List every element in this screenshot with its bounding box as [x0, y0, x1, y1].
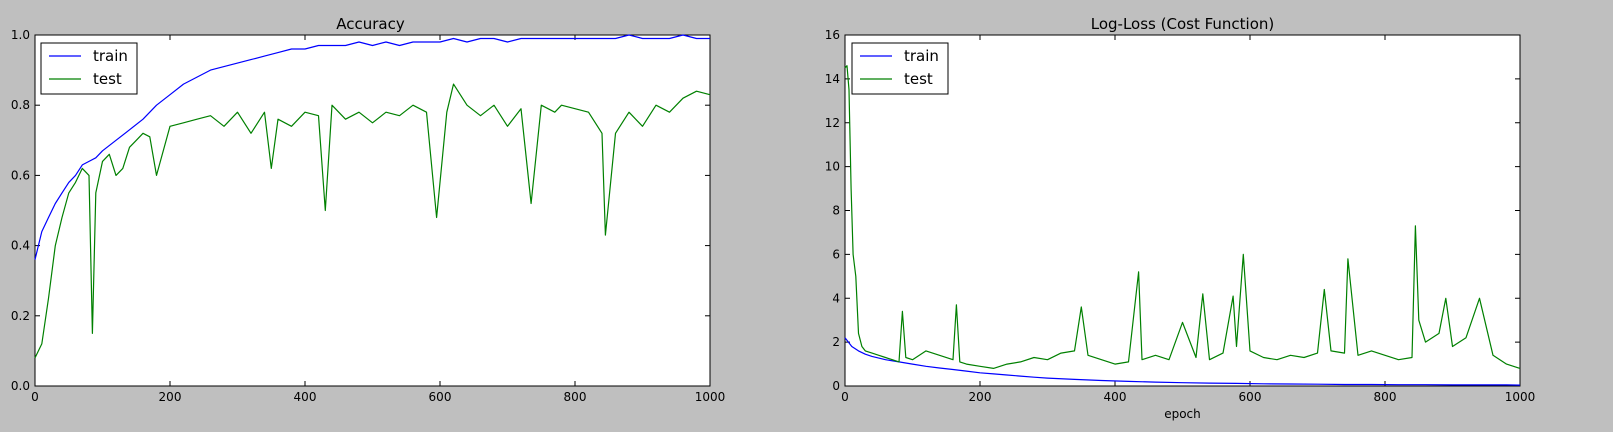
accuracy-x-tick-label: 1000 [695, 390, 726, 404]
logloss-y-tick-label: 12 [825, 116, 840, 130]
logloss-y-tick-label: 8 [832, 204, 840, 218]
accuracy-x-tick-label: 0 [31, 390, 39, 404]
accuracy-legend-train-label: train [93, 47, 128, 65]
accuracy-x-tick-label: 600 [429, 390, 452, 404]
accuracy-series-test-line [34, 83, 711, 359]
accuracy-series-train-line [34, 34, 710, 260]
accuracy-y-tick-label: 0.8 [11, 98, 30, 112]
logloss-title: Log-Loss (Cost Function) [1091, 15, 1275, 33]
logloss-y-tick-label: 0 [832, 379, 840, 393]
accuracy-title: Accuracy [336, 15, 405, 33]
logloss-x-axis-label: epoch [1164, 407, 1201, 421]
logloss-y-tick-label: 10 [825, 160, 840, 174]
accuracy-ticks: 0 200 400 600 800 1000 0.0 0.2 0.4 0.6 0.8 1.0 [11, 28, 725, 404]
logloss-y-tick-label: 2 [832, 335, 840, 349]
logloss-y-tick-label: 14 [825, 72, 840, 86]
logloss-series-test-line [844, 65, 1521, 369]
accuracy-y-tick-label: 0.6 [11, 168, 30, 182]
logloss-legend: train test [851, 42, 949, 95]
logloss-x-tick-label: 200 [969, 390, 992, 404]
accuracy-y-tick-label: 1.0 [11, 28, 30, 42]
logloss-legend-test-label: test [904, 70, 933, 88]
logloss-y-tick-label: 6 [832, 247, 840, 261]
logloss-x-tick-label: 800 [1374, 390, 1397, 404]
accuracy-x-tick-label: 200 [159, 390, 182, 404]
logloss-x-tick-label: 600 [1239, 390, 1262, 404]
logloss-legend-box [851, 42, 949, 95]
logloss-x-tick-label: 1000 [1505, 390, 1536, 404]
logloss-ticks: 0 200 400 600 800 1000 0 2 4 6 8 10 12 14 16 [825, 28, 1536, 404]
logloss-x-tick-label: 0 [841, 390, 849, 404]
accuracy-lines [34, 34, 711, 359]
logloss-lines [844, 65, 1521, 386]
accuracy-x-tick-label: 800 [564, 390, 587, 404]
accuracy-y-tick-label: 0.2 [11, 309, 30, 323]
logloss-legend-train-label: train [904, 47, 939, 65]
accuracy-legend: train test [40, 42, 138, 95]
logloss-y-tick-label: 16 [825, 28, 840, 42]
logloss-x-tick-label: 400 [1104, 390, 1127, 404]
accuracy-plot-area [34, 34, 711, 387]
logloss-chart: Log-Loss (Cost Function) 0 200 400 600 800 10… [825, 15, 1536, 421]
accuracy-x-tick-label: 400 [294, 390, 317, 404]
accuracy-legend-test-label: test [93, 70, 122, 88]
logloss-y-tick-label: 4 [832, 291, 840, 305]
accuracy-legend-box [40, 42, 138, 95]
accuracy-chart: Accuracy 0 200 400 600 800 1000 0.0 0.2 0.4 0.6 0.… [11, 15, 725, 404]
accuracy-y-tick-label: 0.0 [11, 379, 30, 393]
accuracy-y-tick-label: 0.4 [11, 239, 30, 253]
